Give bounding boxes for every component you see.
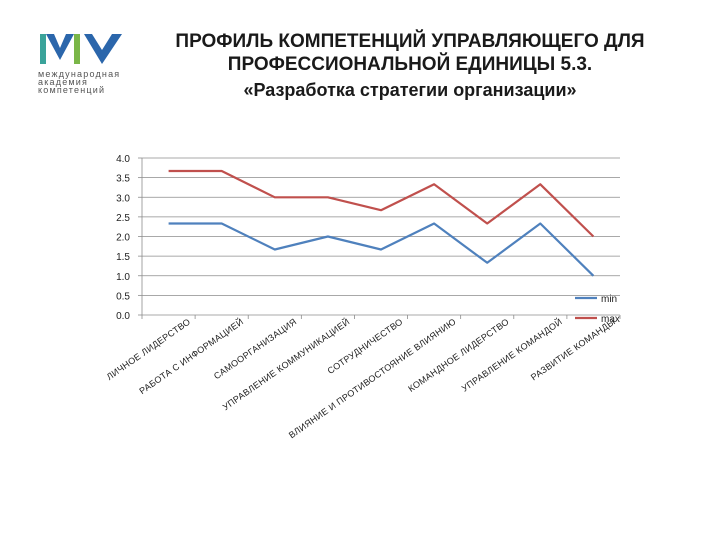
title-line-2: ПРОФЕССИОНАЛЬНОЙ ЕДИНИЦЫ 5.3. [227,54,593,75]
y-tick-label: 3.0 [116,193,130,204]
y-tick-label: 0.0 [116,311,130,322]
x-category-label: РАЗВИТИЕ КОМАНДЫ [529,316,617,382]
y-tick-label: 1.5 [116,252,130,263]
logo-text-line3: компетенций [38,85,106,95]
logo-bar-left [40,34,46,64]
y-tick-label: 3.5 [116,174,130,185]
x-category-label: КОМАНДНОЕ ЛИДЕРСТВО [406,316,511,393]
logo-m-shape [46,34,74,60]
x-category-label: ЛИЧНОЕ ЛИДЕРСТВО [105,316,193,382]
series-line-min [168,222,595,277]
y-tick-label: 4.0 [116,154,130,165]
logo-text-line1: международная [38,69,121,79]
logo-mark [40,34,122,64]
y-tick-label: 1.0 [116,272,130,283]
x-category-label: РАБОТА С ИНФОРМАЦИЕЙ [137,316,245,397]
logo-text: международная академия компетенций [38,69,121,95]
y-tick-label: 2.0 [116,233,130,244]
page-title: ПРОФИЛЬ КОМПЕТЕНЦИЙ УПРАВЛЯЮЩЕГО ДЛЯ ПРО… [140,30,680,102]
legend-label-max: max [601,314,620,325]
y-tick-label: 2.5 [116,213,130,224]
logo-text-line2: академия [38,77,89,87]
series-line-max [168,169,595,238]
logo-bar-mid [74,34,80,64]
logo-k-shape [84,34,122,64]
title-line-3: «Разработка стратегии организации» [243,80,577,100]
title-line-1: ПРОФИЛЬ КОМПЕТЕНЦИЙ УПРАВЛЯЮЩЕГО ДЛЯ [175,31,645,52]
legend-label-min: min [601,294,617,305]
y-tick-label: 0.5 [116,291,130,302]
x-category-label: УПРАВЛЕНИЕ КОМАНДОЙ [459,316,564,394]
